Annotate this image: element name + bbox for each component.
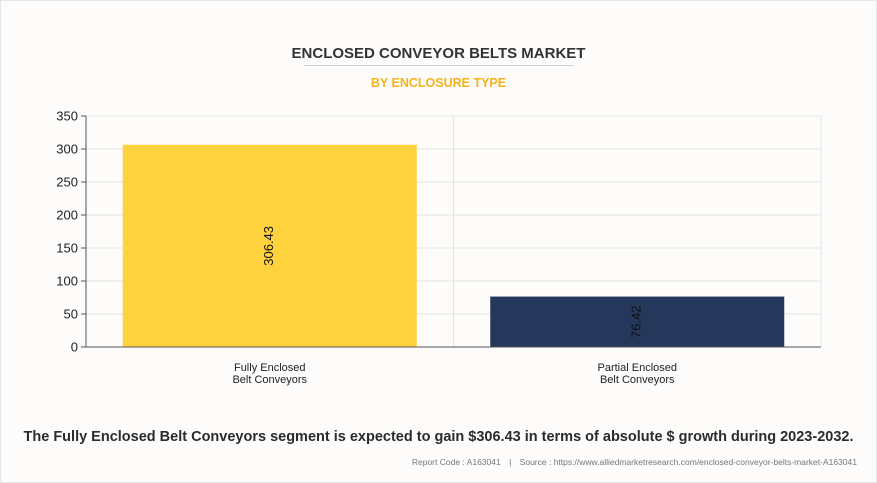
data-label-1: 306.43	[261, 226, 276, 266]
y-tick-label: 0	[71, 340, 78, 355]
footer-separator: |	[509, 457, 512, 467]
bar-2	[490, 296, 785, 347]
x-category-label: Belt Conveyors	[600, 374, 675, 386]
chart-subtitle: BY ENCLOSURE TYPE	[370, 76, 507, 90]
y-tick-labels: 0 50 100 150 200 250 300 350	[56, 109, 78, 355]
bars	[122, 144, 785, 347]
y-tick-label: 50	[64, 307, 78, 322]
y-tick-label: 350	[56, 109, 78, 124]
y-tick-label: 150	[56, 241, 78, 256]
x-category-label: Partial Enclosed	[598, 362, 678, 374]
source-link[interactable]: Source : https://www.alliedmarketresearc…	[519, 457, 857, 467]
source-footer: Report Code : A163041 | Source : https:/…	[412, 457, 857, 467]
data-labels: 306.43 76.42	[261, 226, 644, 338]
y-tick-label: 200	[56, 208, 78, 223]
title-underline	[304, 65, 574, 66]
x-category-label: Fully Enclosed	[234, 362, 306, 374]
report-code: Report Code : A163041	[411, 457, 501, 467]
x-category-label: Belt Conveyors	[232, 374, 307, 386]
y-tick-label: 100	[56, 274, 78, 289]
chart-title: ENCLOSED CONVEYOR BELTS MARKET	[291, 45, 586, 62]
data-label-2: 76.42	[629, 306, 644, 339]
headline-text: The Fully Enclosed Belt Conveyors segmen…	[23, 429, 854, 445]
bar-1	[122, 144, 417, 347]
y-tick-label: 300	[56, 142, 78, 157]
y-tick-label: 250	[56, 175, 78, 190]
axes	[81, 115, 821, 348]
